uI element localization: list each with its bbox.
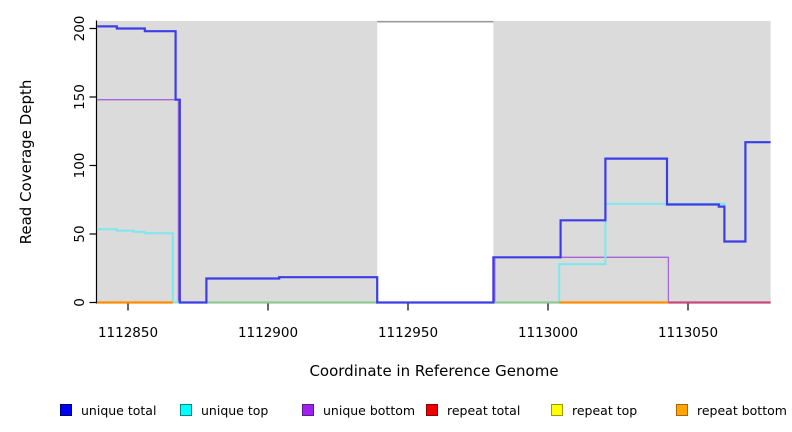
y-tick-label: 150	[72, 84, 88, 110]
legend-item-unique-total: unique total	[60, 401, 156, 419]
legend-label: unique total	[81, 402, 157, 418]
panel-region-0	[97, 21, 378, 303]
legend-label: repeat bottom	[697, 402, 787, 418]
x-tick-label: 1113050	[658, 325, 718, 341]
legend-label: repeat top	[572, 402, 638, 418]
series-unique-bottom-line	[97, 99, 771, 304]
legend-swatch-icon	[551, 404, 563, 416]
legend-swatch-icon	[60, 404, 72, 416]
x-tick-label: 1112950	[378, 325, 438, 341]
legend-item-unique-bottom: unique bottom	[302, 401, 415, 419]
legend-label: unique top	[201, 402, 269, 418]
y-tick-label: 100	[72, 153, 88, 179]
legend-item-unique-top: unique top	[180, 401, 268, 419]
series-unique-total-line	[97, 25, 771, 304]
legend-item-repeat-bottom: repeat bottom	[676, 401, 787, 419]
legend-swatch-icon	[180, 404, 192, 416]
legend-item-repeat-top: repeat top	[551, 401, 637, 419]
legend-swatch-icon	[426, 404, 438, 416]
y-tick-label: 0	[72, 298, 88, 307]
legend-swatch-icon	[676, 404, 688, 416]
y-tick-label: 200	[72, 16, 88, 42]
y-axis-title: Read Coverage Depth	[17, 80, 35, 245]
panel-region-1	[493, 21, 771, 303]
legend-swatch-icon	[302, 404, 314, 416]
legend: unique total unique top unique bottom repea…	[0, 401, 792, 421]
x-tick-label: 1112900	[238, 325, 298, 341]
y-tick-label: 50	[72, 225, 88, 242]
x-tick-label: 1113000	[518, 325, 578, 341]
legend-item-repeat-total: repeat total	[426, 401, 520, 419]
legend-label: unique bottom	[323, 402, 416, 418]
x-tick-label: 1112850	[98, 325, 158, 341]
legend-label: repeat total	[447, 402, 521, 418]
x-axis-title: Coordinate in Reference Genome	[309, 362, 558, 380]
